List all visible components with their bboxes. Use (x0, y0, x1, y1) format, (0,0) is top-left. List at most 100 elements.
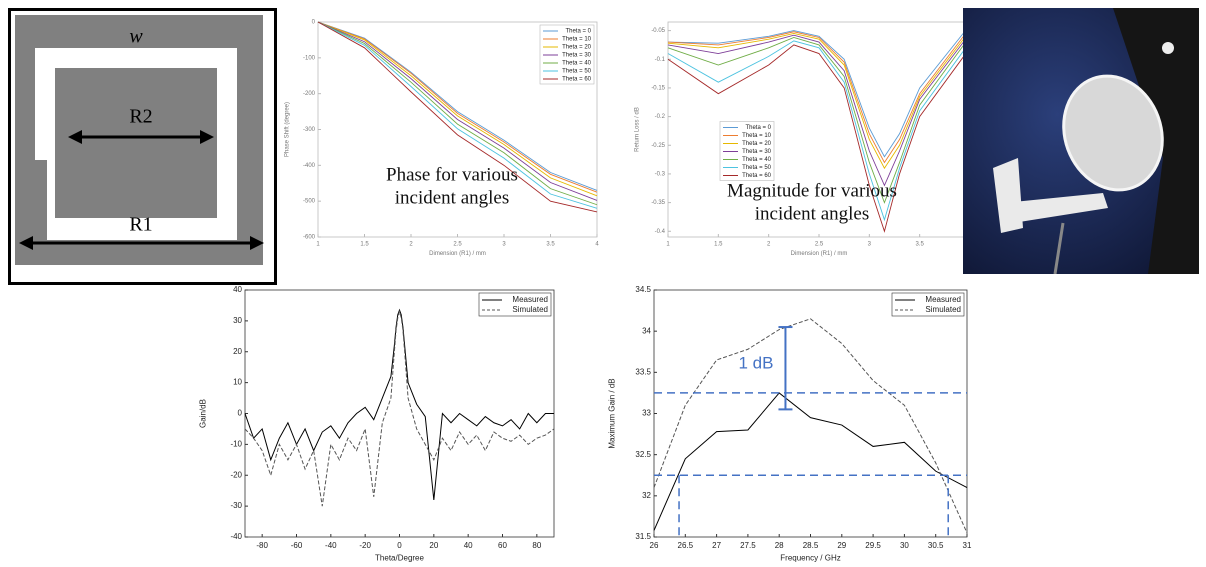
series-line (244, 309, 555, 507)
x-tick-label: -40 (325, 541, 337, 550)
legend-label: Measured (925, 295, 961, 304)
series-line (667, 30, 971, 170)
x-tick-label: 26 (650, 541, 659, 550)
x-axis-label: Dimension (R1) / mm (791, 251, 848, 257)
cell-patch (70, 72, 214, 218)
chart: -80 -60 -40 -20 0 20 40 60 80 -40 -30 -20 -10 0 10 20 30… (199, 285, 555, 562)
x-tick-label: 2.5 (453, 242, 462, 248)
plot-area (653, 289, 968, 538)
y-tick-label: 34 (642, 326, 651, 335)
y-tick-label: -300 (303, 127, 316, 133)
y-tick-label: 32.5 (635, 450, 651, 459)
y-tick-label: 34.5 (635, 285, 651, 294)
y-tick-label: -0.1 (655, 57, 666, 63)
annotation: Magnitude for various (727, 180, 897, 201)
series-line (667, 36, 971, 204)
legend-label: Theta = 40 (562, 61, 592, 67)
legend-label: Theta = 10 (562, 37, 592, 43)
x-tick-label: 1 (316, 242, 320, 248)
y-axis-label: Phase Shift (degree) (284, 102, 290, 157)
x-axis-label: Dimension (R1) / mm (429, 251, 486, 257)
legend-label: Theta = 30 (742, 149, 772, 155)
photo-arm (993, 158, 1108, 233)
x-tick-label: 30 (900, 541, 909, 550)
chart: 26 26.5 27 27.5 28 28.5 29 29.5 30 30.5 31 31.5 32 32… (608, 285, 972, 562)
y-tick-label: -0.25 (651, 143, 665, 149)
legend-label: Simulated (925, 305, 961, 314)
legend-label: Theta = 60 (742, 173, 772, 179)
annotation: Phase for various (386, 164, 518, 185)
x-tick-label: 1 (666, 242, 670, 248)
y-axis-label: Return Loss / dB (634, 107, 640, 152)
legend-label: Theta = 50 (742, 165, 772, 171)
series-line (317, 21, 598, 191)
plot-area (244, 289, 555, 538)
x-tick-label: 3 (868, 242, 872, 248)
annotation: 1 dB (738, 354, 773, 373)
y-tick-label: -0.3 (655, 172, 666, 178)
series-line (317, 21, 598, 213)
series-line (317, 21, 598, 206)
x-tick-label: 29 (837, 541, 846, 550)
x-tick-label: 28 (775, 541, 784, 550)
x-axis-label: Theta/Degree (375, 553, 424, 562)
y-tick-label: 10 (233, 378, 242, 387)
y-tick-label: -20 (230, 470, 242, 479)
label-r1: R1 (129, 214, 152, 236)
x-tick-label: -60 (291, 541, 303, 550)
legend-label: Theta = 40 (742, 157, 772, 163)
x-tick-label: 3.5 (915, 242, 924, 248)
y-tick-label: -500 (303, 199, 316, 205)
x-tick-label: 2 (767, 242, 771, 248)
y-tick-label: 30 (233, 316, 242, 325)
x-tick-label: 80 (532, 541, 541, 550)
legend-label: Theta = 60 (562, 77, 592, 83)
y-tick-label: 33 (642, 409, 651, 418)
y-axis-label: Gain/dB (199, 399, 208, 428)
chart: 1 1.5 2 2.5 3 3.5 4 0 -100 -200 -300 -400 -500 -600 Di… (284, 20, 599, 257)
x-tick-label: 20 (429, 541, 438, 550)
x-tick-label: 27.5 (740, 541, 756, 550)
y-tick-label: -10 (230, 439, 242, 448)
y-tick-label: -0.4 (655, 229, 666, 235)
legend: Theta = 0 Theta = 10 Theta = 20 Theta = 30 T… (719, 121, 775, 181)
chart: 11.522.533.54-0.05-0.1-0.15-0.2-0.25-0.3… (634, 21, 972, 257)
y-tick-label: 0 (238, 409, 243, 418)
series-line (317, 21, 598, 197)
legend-label: Theta = 50 (562, 69, 592, 75)
x-tick-label: 28.5 (803, 541, 819, 550)
y-tick-label: -30 (230, 501, 242, 510)
legend-label: Theta = 10 (742, 133, 772, 139)
x-tick-label: 30.5 (928, 541, 944, 550)
y-tick-label: 32 (642, 491, 651, 500)
x-tick-label: 29.5 (865, 541, 881, 550)
dimension-arrows (19, 130, 264, 250)
legend-label: Theta = 20 (562, 45, 592, 51)
y-tick-label: 31.5 (635, 532, 651, 541)
legend-label: Theta = 20 (742, 141, 772, 147)
x-tick-label: 31 (963, 541, 972, 550)
y-tick-label: -200 (303, 91, 316, 97)
series-line (317, 21, 598, 193)
x-tick-label: 0 (397, 541, 402, 550)
y-tick-label: 0 (312, 20, 316, 26)
y-axis-label: Maximum Gain / dB (608, 378, 617, 448)
x-axis-label: Frequency / GHz (780, 553, 840, 562)
y-tick-label: -600 (303, 235, 316, 241)
x-tick-label: -20 (359, 541, 371, 550)
photo-post (1053, 222, 1065, 274)
ring-gap (35, 160, 47, 242)
y-tick-label: -0.15 (651, 86, 665, 92)
series-line (667, 27, 971, 164)
series-line (667, 33, 971, 187)
x-tick-label: 3 (502, 242, 506, 248)
y-tick-label: -0.2 (655, 114, 666, 120)
label-r2: R2 (129, 106, 152, 128)
y-tick-label: 40 (233, 285, 242, 294)
x-tick-label: 2 (409, 242, 413, 248)
x-tick-label: -80 (256, 541, 268, 550)
